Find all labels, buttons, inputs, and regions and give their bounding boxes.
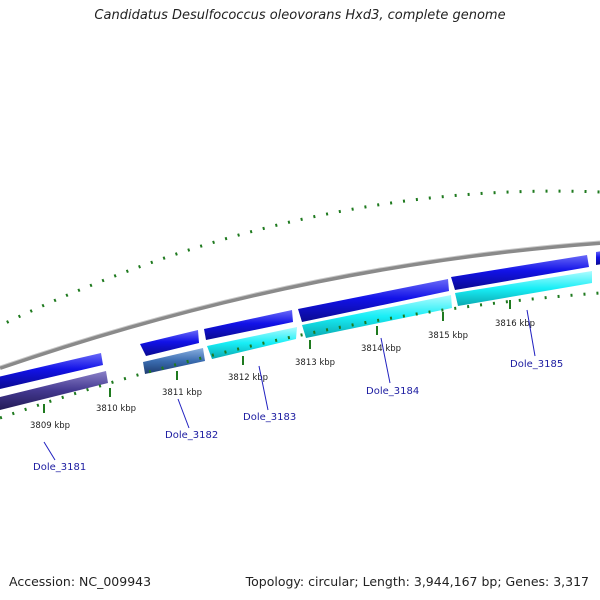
genome-summary: Topology: circular; Length: 3,944,167 bp…	[245, 574, 589, 589]
gene-label[interactable]: Dole_3182	[165, 430, 218, 441]
gene-arrow-fwd[interactable]	[204, 310, 293, 340]
gene-label-connectors	[43, 309, 536, 461]
gene-arrow-rev[interactable]	[0, 371, 108, 410]
gene-arrow-fwd[interactable]	[451, 255, 589, 290]
kbp-label: 3812 kbp	[228, 373, 268, 383]
gene-label[interactable]: Dole_3181	[33, 462, 86, 473]
gene-arrow-rev[interactable]	[455, 271, 592, 306]
gene-label[interactable]: Dole_3183	[243, 412, 296, 423]
kbp-label: 3816 kbp	[495, 319, 535, 329]
gene-arrow-fwd[interactable]	[0, 353, 103, 389]
kbp-label: 3810 kbp	[96, 404, 136, 414]
kbp-labels: 3809 kbp 3810 kbp 3811 kbp 3812 kbp 3813…	[30, 319, 535, 431]
kbp-label: 3813 kbp	[295, 358, 335, 368]
gene-labels: Dole_3181 Dole_3182 Dole_3183 Dole_3184 …	[33, 359, 563, 473]
gene-arrow-rev[interactable]	[207, 327, 297, 359]
kbp-label: 3814 kbp	[361, 344, 401, 354]
accession-label: Accession: NC_009943	[9, 574, 152, 589]
kbp-label: 3815 kbp	[428, 331, 468, 341]
map-title: Candidatus Desulfococcus oleovorans Hxd3…	[94, 8, 506, 23]
scale-track	[0, 291, 600, 420]
kbp-label: 3811 kbp	[162, 388, 202, 398]
forward-gene-track	[0, 251, 600, 389]
gene-arrow-rev[interactable]	[143, 348, 205, 374]
gene-arrow-fwd[interactable]	[596, 251, 600, 265]
kbp-label: 3809 kbp	[30, 421, 70, 431]
genome-backbone	[0, 241, 600, 370]
gene-arrow-fwd[interactable]	[140, 330, 199, 356]
gene-arrow-fwd[interactable]	[298, 279, 449, 322]
gene-label[interactable]: Dole_3185	[510, 359, 563, 370]
gene-label[interactable]: Dole_3184	[366, 386, 419, 397]
